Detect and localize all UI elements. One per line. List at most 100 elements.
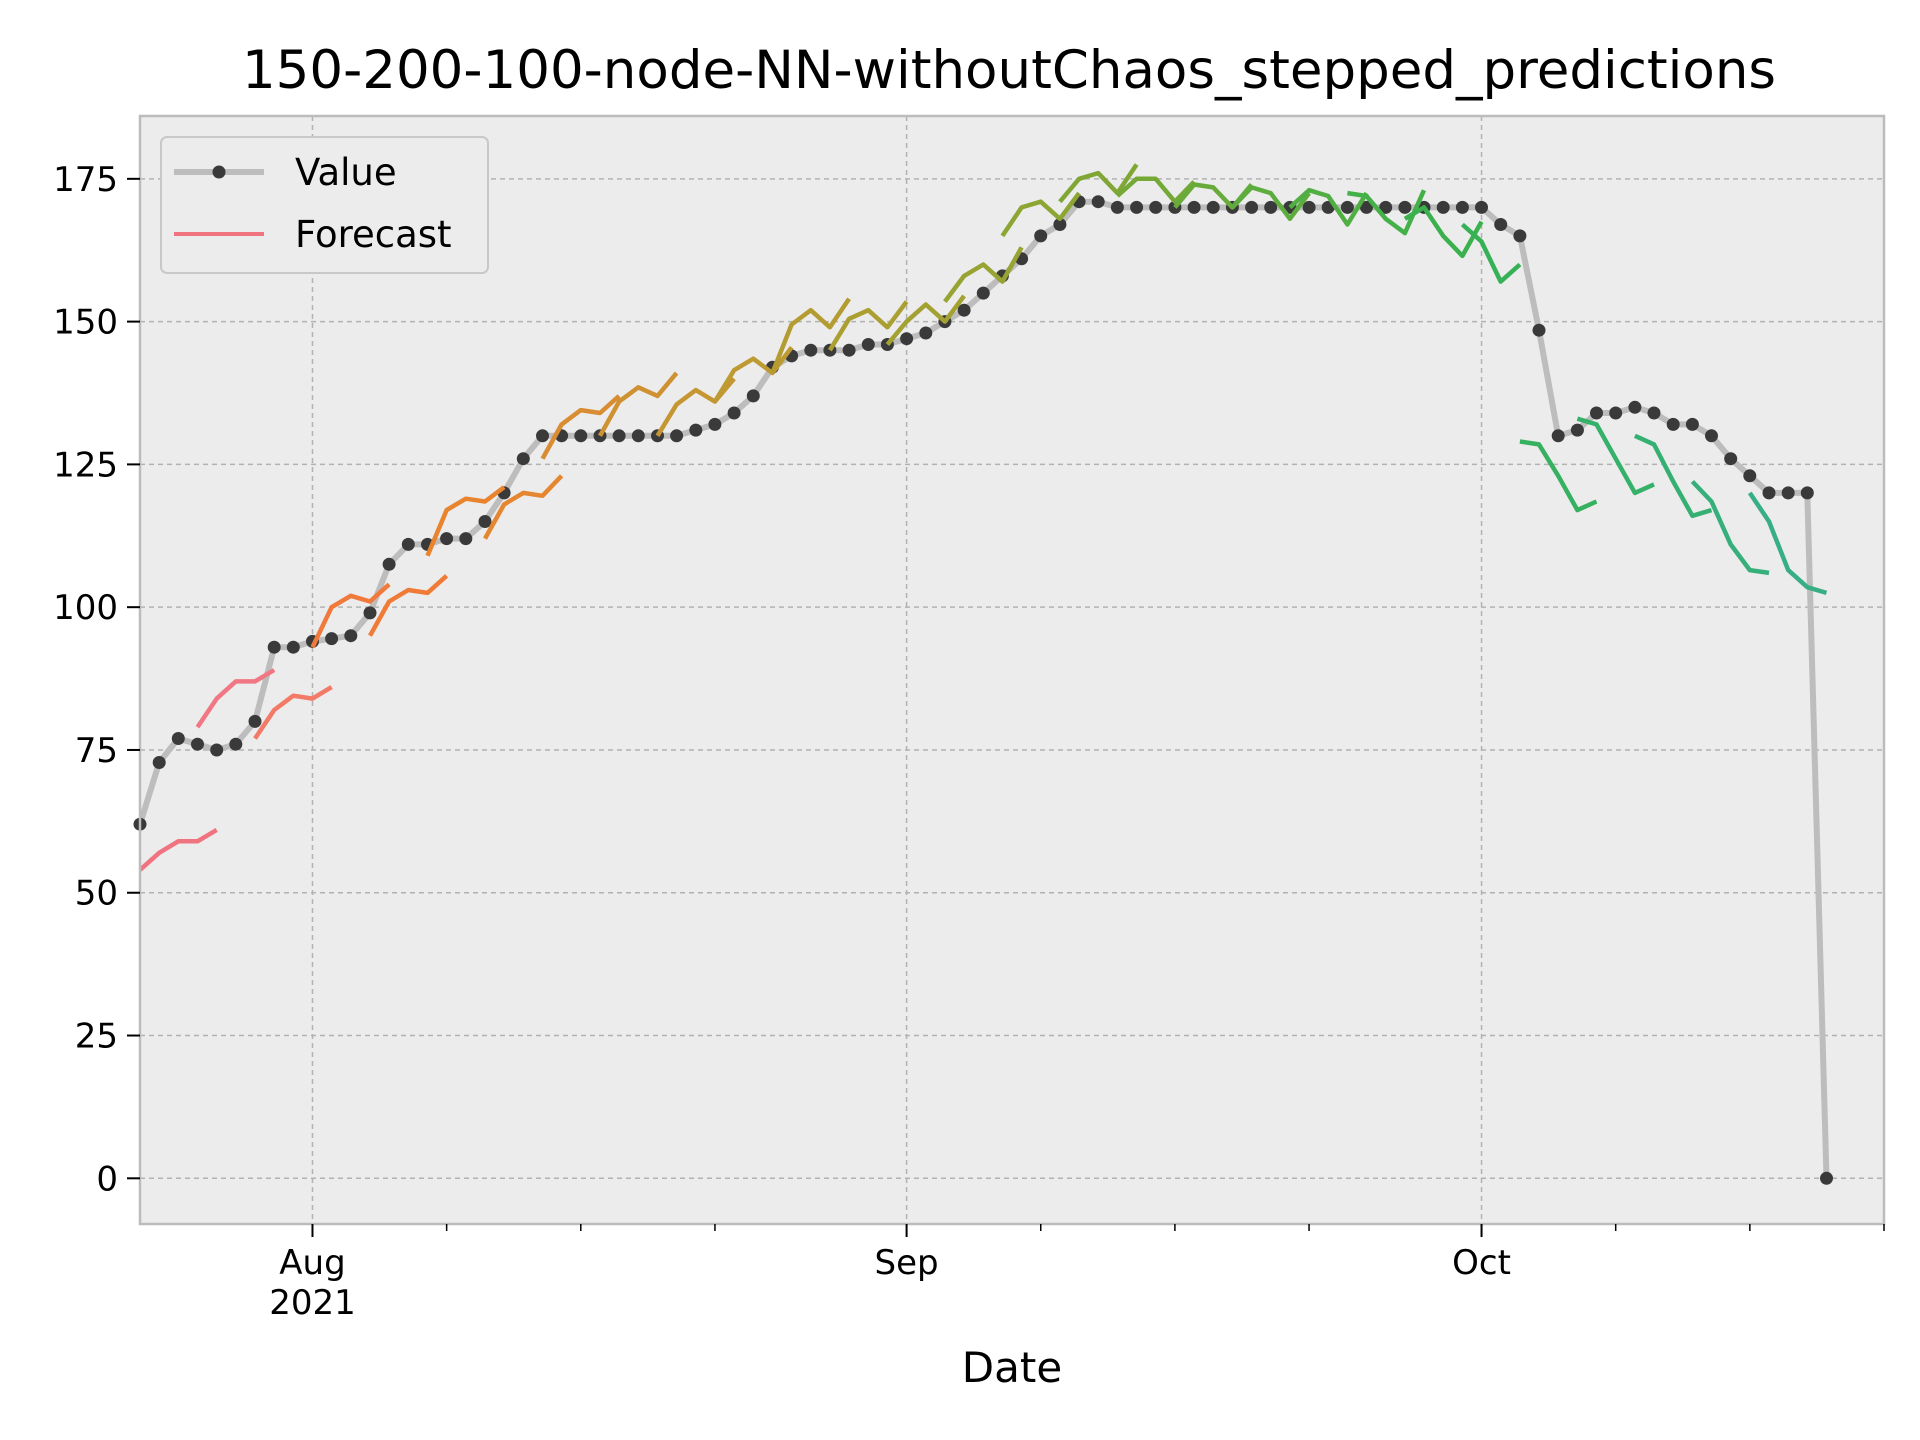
value-point: [1149, 200, 1163, 214]
y-tick-label: 150: [53, 303, 118, 343]
value-point: [1494, 218, 1508, 231]
y-tick-label: 125: [53, 445, 118, 485]
value-point: [1110, 200, 1124, 214]
value-point: [286, 640, 300, 654]
forecast-line: [770, 297, 851, 374]
value-point: [746, 389, 760, 403]
value-point: [1436, 200, 1450, 214]
value-point: [191, 737, 204, 751]
value-point: [1570, 423, 1584, 437]
forecast-line: [1576, 416, 1655, 496]
value-point: [1130, 200, 1144, 214]
x-tick-sublabel: 2021: [269, 1283, 356, 1323]
value-point: [1340, 200, 1354, 214]
value-point: [210, 743, 224, 757]
value-point: [344, 629, 358, 643]
forecast-line: [1747, 491, 1828, 596]
value-point: [1513, 229, 1527, 243]
value-point: [1187, 200, 1201, 214]
value-point: [1532, 323, 1546, 337]
value-point: [804, 343, 818, 357]
value-point: [401, 537, 415, 551]
forecast-line: [310, 582, 391, 649]
value-point: [727, 406, 741, 420]
value-point: [670, 429, 684, 443]
value-point: [152, 756, 166, 769]
forecast-line: [885, 294, 966, 346]
forecast-line: [1519, 439, 1598, 513]
value-point: [459, 532, 473, 546]
plot-frame: [138, 114, 1886, 1226]
forecast-line: [1058, 163, 1139, 204]
forecast-line: [1460, 222, 1522, 284]
forecast-line: [1347, 189, 1427, 236]
plot-area: [140, 116, 1884, 1224]
value-point: [1455, 200, 1469, 214]
forecast-line: [1288, 187, 1369, 227]
value-point: [1034, 229, 1048, 243]
value-point: [248, 714, 262, 728]
value-point: [689, 423, 703, 437]
value-point: [536, 429, 549, 443]
value-point: [1743, 469, 1757, 483]
value-point: [325, 632, 339, 646]
value-point: [267, 640, 281, 654]
value-point: [631, 429, 645, 443]
value-point: [1360, 200, 1373, 214]
forecast-line: [195, 668, 276, 729]
x-tick-label: Oct: [1452, 1243, 1511, 1283]
value-point: [708, 417, 722, 431]
value-series: [133, 195, 1833, 1185]
value-point: [1800, 486, 1814, 500]
forecast-line: [138, 827, 218, 872]
value-point: [229, 737, 243, 751]
value-point: [478, 515, 492, 528]
legend-value-label: Value: [295, 151, 397, 194]
value-point: [1245, 200, 1259, 214]
value-point: [957, 303, 971, 317]
y-tick-label: 175: [53, 160, 118, 200]
y-tick-label: 50: [75, 874, 118, 914]
forecast-line: [1403, 205, 1484, 259]
y-tick-label: 0: [96, 1159, 118, 1199]
value-point: [1762, 486, 1776, 500]
value-point: [1628, 400, 1642, 414]
forecast-line: [1633, 433, 1713, 519]
y-tick-label: 75: [75, 731, 118, 771]
value-point: [1666, 417, 1680, 431]
value-point: [1705, 429, 1718, 443]
value-point: [1609, 406, 1623, 420]
forecast-line: [483, 474, 564, 540]
value-point: [1206, 200, 1220, 214]
value-point: [1053, 218, 1067, 231]
grid: [140, 116, 1884, 1224]
x-tick-label: Aug: [279, 1243, 345, 1283]
forecast-line: [253, 685, 333, 740]
value-point: [382, 557, 396, 571]
forecast-line: [425, 485, 506, 557]
value-point: [1685, 417, 1699, 431]
y-tick-label: 25: [75, 1017, 118, 1057]
forecast-series: [138, 163, 1828, 872]
x-tick-label: Sep: [875, 1243, 939, 1283]
value-point: [1264, 200, 1278, 214]
forecast-line: [598, 371, 679, 437]
forecast-line: [1000, 191, 1081, 238]
value-point: [842, 343, 856, 357]
value-point: [516, 452, 530, 466]
forecast-line: [1690, 479, 1770, 576]
forecast-line: [827, 300, 909, 352]
value-point: [900, 332, 914, 346]
value-point: [574, 429, 588, 443]
forecast-line: [943, 246, 1024, 303]
value-point: [1820, 1171, 1833, 1185]
y-axis: 0 25 50 75 100 125 150 175: [53, 160, 140, 1199]
value-point: [1475, 200, 1488, 214]
value-point: [1398, 200, 1412, 214]
value-point: [861, 338, 875, 351]
x-axis-label: Date: [962, 1343, 1062, 1392]
value-point: [1379, 200, 1393, 214]
legend: Value Forecast: [160, 136, 489, 274]
